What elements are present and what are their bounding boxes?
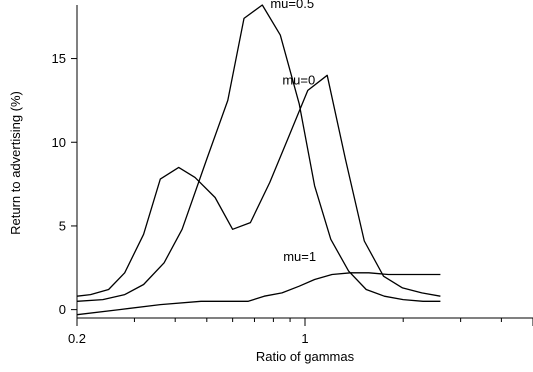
series-label-2: mu=0.5 bbox=[270, 0, 314, 11]
x-tick-label: 1 bbox=[301, 331, 308, 346]
series-lines bbox=[76, 4, 441, 316]
series-label-3: mu=1 bbox=[283, 249, 316, 264]
y-tick-label: 15 bbox=[52, 51, 66, 66]
series-line-2 bbox=[76, 4, 441, 302]
y-tick-label: 0 bbox=[59, 302, 66, 317]
y-tick-label: 10 bbox=[52, 135, 66, 150]
series-line-1 bbox=[76, 74, 441, 297]
x-axis-title: Ratio of gammas bbox=[256, 349, 355, 364]
y-tick-label: 5 bbox=[59, 218, 66, 233]
chart-axes bbox=[76, 5, 533, 319]
series-labels: mu=0 mu=0.5 mu=1 bbox=[270, 0, 316, 264]
y-axis-title: Return to advertising (%) bbox=[8, 91, 23, 235]
series-label-1: mu=0 bbox=[282, 72, 315, 87]
series-line-3 bbox=[76, 272, 441, 316]
x-tick-label: 0.2 bbox=[68, 331, 86, 346]
